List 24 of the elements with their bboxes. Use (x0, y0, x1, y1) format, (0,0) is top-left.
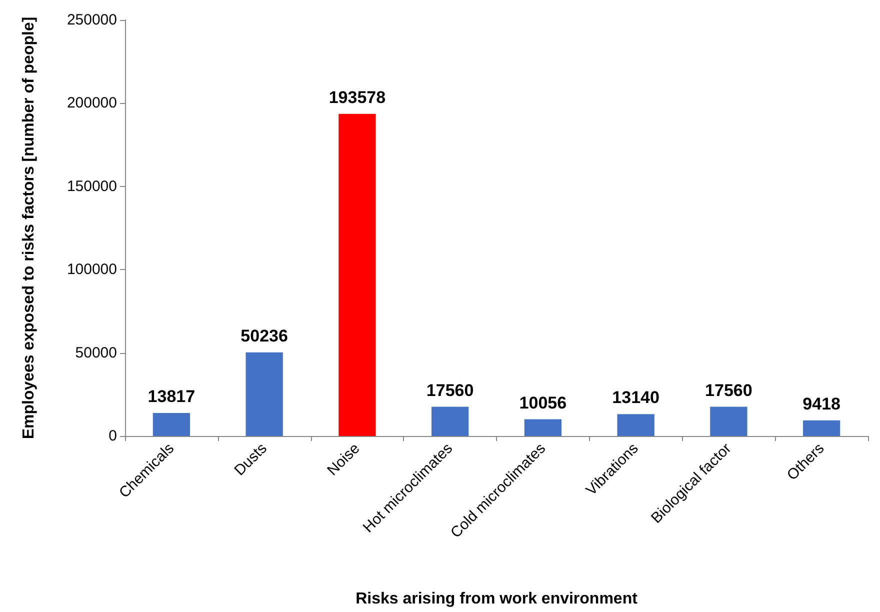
bar (617, 414, 654, 436)
bar (710, 406, 748, 436)
bar (524, 419, 562, 436)
data-label: 10056 (519, 393, 567, 412)
data-label: 13817 (148, 387, 196, 406)
bar (802, 420, 840, 436)
y-tick-label: 250000 (66, 12, 117, 28)
bar (338, 114, 376, 436)
data-label: 193578 (328, 88, 386, 107)
data-label: 17560 (426, 380, 474, 400)
data-label: 9418 (802, 394, 840, 414)
bar (246, 352, 283, 436)
data-label: 13140 (612, 388, 660, 408)
data-label: 50236 (240, 326, 288, 346)
bar (152, 413, 190, 436)
y-tick-label: 200000 (66, 94, 117, 112)
y-tick-label: 50000 (75, 344, 117, 362)
data-label: 17560 (705, 380, 752, 400)
bar (431, 406, 469, 436)
x-axis-title: Risks arising from work environment (356, 590, 638, 608)
y-tick-label: 150000 (66, 178, 117, 195)
y-tick-label: 100000 (66, 261, 117, 278)
y-axis-title: Employees exposed to risks factors [number of people] (20, 16, 38, 440)
y-tick-label: 0 (108, 428, 117, 444)
